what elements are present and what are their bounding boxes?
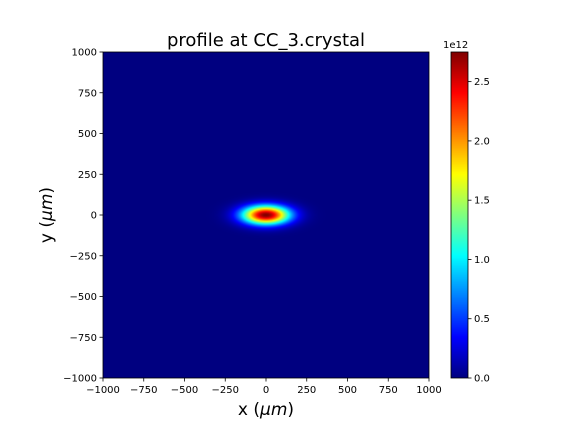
colorbar-frame <box>450 51 469 379</box>
x-tick-label: 1000 <box>416 385 441 396</box>
x-tick-label: −750 <box>130 385 157 396</box>
x-tick-label: 250 <box>297 385 316 396</box>
colorbar-ticks: 0.0 0.5 1.0 1.5 2.0 2.5 <box>468 77 490 385</box>
colorbar-gradient <box>451 52 468 378</box>
y-tick-label: 1000 <box>72 48 97 59</box>
x-axis-label: x (μm) <box>238 400 294 420</box>
x-tick-label: 0 <box>263 385 269 396</box>
x-tick-label: −250 <box>212 385 239 396</box>
heatmap-image <box>103 52 429 378</box>
colorbar-tick-label: 2.0 <box>474 136 490 147</box>
y-axis-label: y (μm) <box>37 187 57 243</box>
y-tick-label: −750 <box>70 333 97 344</box>
colorbar-tick-label: 0.5 <box>474 314 490 325</box>
y-tick-label: −1000 <box>63 374 97 385</box>
x-tick-label: 750 <box>379 385 398 396</box>
x-axis-ticks: −1000 −750 −500 −250 0 250 500 750 1000 <box>86 378 442 396</box>
colorbar-multiplier: 1e12 <box>443 40 468 51</box>
y-tick-label: 250 <box>78 170 97 181</box>
colorbar-tick-label: 1.5 <box>474 196 490 207</box>
y-tick-label: 750 <box>78 88 97 99</box>
colorbar-tick-label: 1.0 <box>474 255 490 266</box>
y-tick-label: −500 <box>70 292 97 303</box>
colorbar-tick-label: 2.5 <box>474 77 490 88</box>
y-tick-label: 500 <box>78 129 97 140</box>
y-tick-label: −250 <box>70 251 97 262</box>
y-tick-label: 0 <box>91 211 97 222</box>
colorbar-tick-label: 0.0 <box>474 374 490 385</box>
x-tick-label: −1000 <box>86 385 120 396</box>
x-tick-label: 500 <box>338 385 357 396</box>
chart-title: profile at CC_3.crystal <box>167 30 365 51</box>
x-tick-label: −500 <box>171 385 198 396</box>
y-axis-ticks: 1000 750 500 250 0 −250 −500 −750 −1000 <box>63 48 103 385</box>
